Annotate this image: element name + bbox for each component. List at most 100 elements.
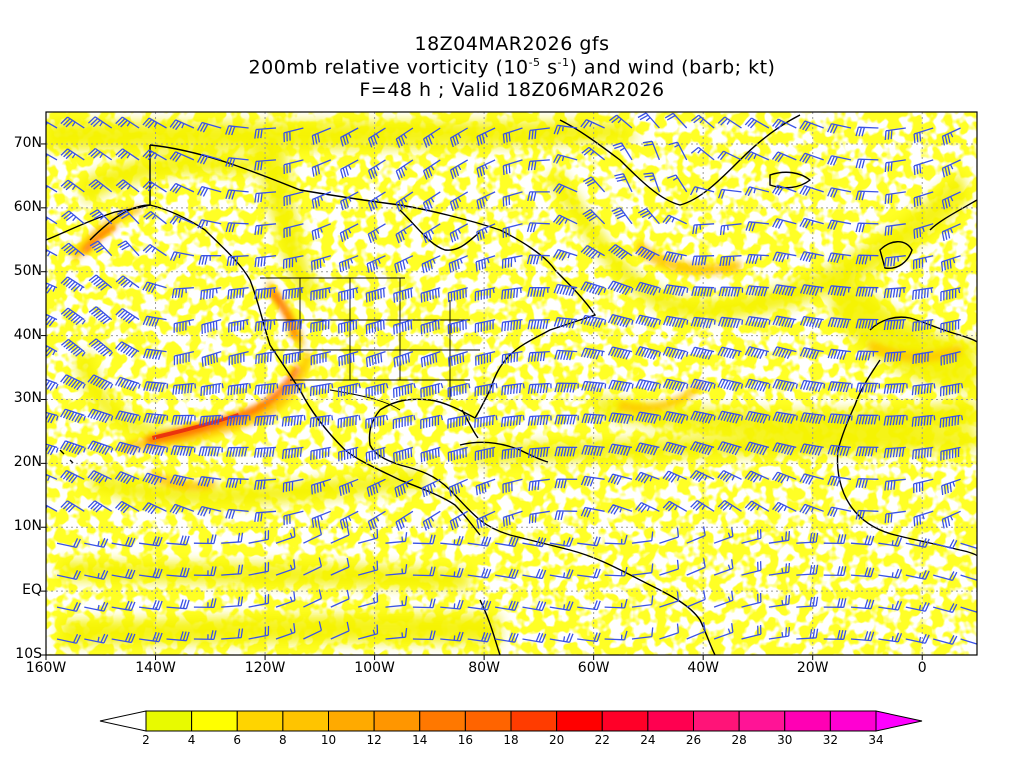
wind-barb [197,219,222,230]
wind-barb [827,123,852,134]
wind-barb [173,318,195,333]
wind-barb [201,318,222,334]
wind-barb [310,318,331,333]
wind-barb [283,223,304,238]
wind-barb [941,159,961,178]
wind-barb [393,350,414,368]
wind-barb [827,252,852,264]
wind-barb [171,414,196,425]
wind-barb [60,408,86,424]
wind-barb [248,530,270,544]
wind-barb [884,191,906,204]
wind-barb [226,414,251,426]
wind-barb [253,446,277,458]
wind-barb [772,251,797,263]
wind-barb [744,500,770,512]
wind-barb [855,478,879,489]
wind-barb [744,151,770,161]
wind-barb [642,140,661,161]
wind-barb [883,446,906,458]
wind-barb [46,282,58,294]
wind-barb [166,631,190,642]
wind-barb [467,632,492,643]
wind-barb [663,284,689,297]
wind-barb [114,376,141,392]
wind-barb [913,255,934,270]
wind-barb [717,441,742,456]
wind-barb [198,446,223,457]
wind-barb [339,223,359,242]
wind-barb [823,630,847,640]
wind-barb [796,564,819,576]
wind-barb [84,601,109,612]
wind-barb [883,414,908,426]
wind-barb [527,446,550,459]
wind-barb [201,350,222,367]
wind-barb [366,255,386,273]
wind-barb [850,599,875,610]
wind-barb [61,242,85,257]
wind-barb [913,191,934,208]
wind-barb [475,478,496,496]
colorbar-level-label: 18 [503,733,519,747]
colorbar-swatch [829,710,877,732]
wind-barb [940,287,961,302]
wind-barb [713,559,734,576]
lat-tick-label: EQ [22,582,42,599]
wind-barb [522,568,547,580]
wind-barb [193,566,217,577]
colorbar-level-label: 4 [187,733,196,747]
wind-barb [412,534,436,545]
wind-barb [796,532,819,544]
wind-barb [501,318,523,332]
wind-barb [662,500,688,512]
wind-barb [553,283,578,297]
wind-barb [56,602,81,612]
wind-barb [799,503,824,515]
wind-barb [142,502,167,515]
wind-barb [827,219,852,230]
wind-barb [281,446,304,460]
title-line-2: 200mb relative vorticity (10-5 s-1) and … [248,56,776,79]
lon-tick-label: 20W [796,660,829,676]
wind-barb [668,141,688,161]
wind-barb [637,208,660,225]
wind-barb [303,621,323,640]
wind-barb [139,568,163,579]
wind-barb [282,318,304,332]
wind-barb [494,600,519,611]
wind-barb [395,510,414,531]
wind-barb [796,628,819,640]
wind-barb [46,313,58,327]
wind-barb [631,563,654,576]
wind-barb [115,308,140,324]
wind-barb [659,591,680,608]
wind-barb [884,510,906,524]
wind-barb [392,382,416,398]
wind-barb [447,382,471,398]
wind-barb [577,568,601,579]
wind-barb [941,510,961,529]
wind-barb [827,285,852,297]
wind-barb [467,568,492,579]
wind-barb [690,114,715,129]
wind-barb [580,314,607,328]
wind-barb [501,446,523,460]
wind-barb [311,510,332,528]
wind-barb [474,318,496,333]
wind-barb [422,159,441,180]
wind-barb [884,127,906,141]
wind-barb [88,179,113,193]
wind-barb [197,185,222,197]
wind-barb [718,286,744,297]
wind-barb [768,562,791,576]
wind-barb [827,348,852,360]
wind-barb [940,318,961,333]
wind-barb [772,378,798,392]
wind-barb [827,413,853,425]
wind-barb [940,255,961,272]
colorbar-level-label: 22 [594,733,610,747]
wind-barb [420,382,444,398]
wind-barb [713,591,734,608]
wind-barb [637,112,660,129]
